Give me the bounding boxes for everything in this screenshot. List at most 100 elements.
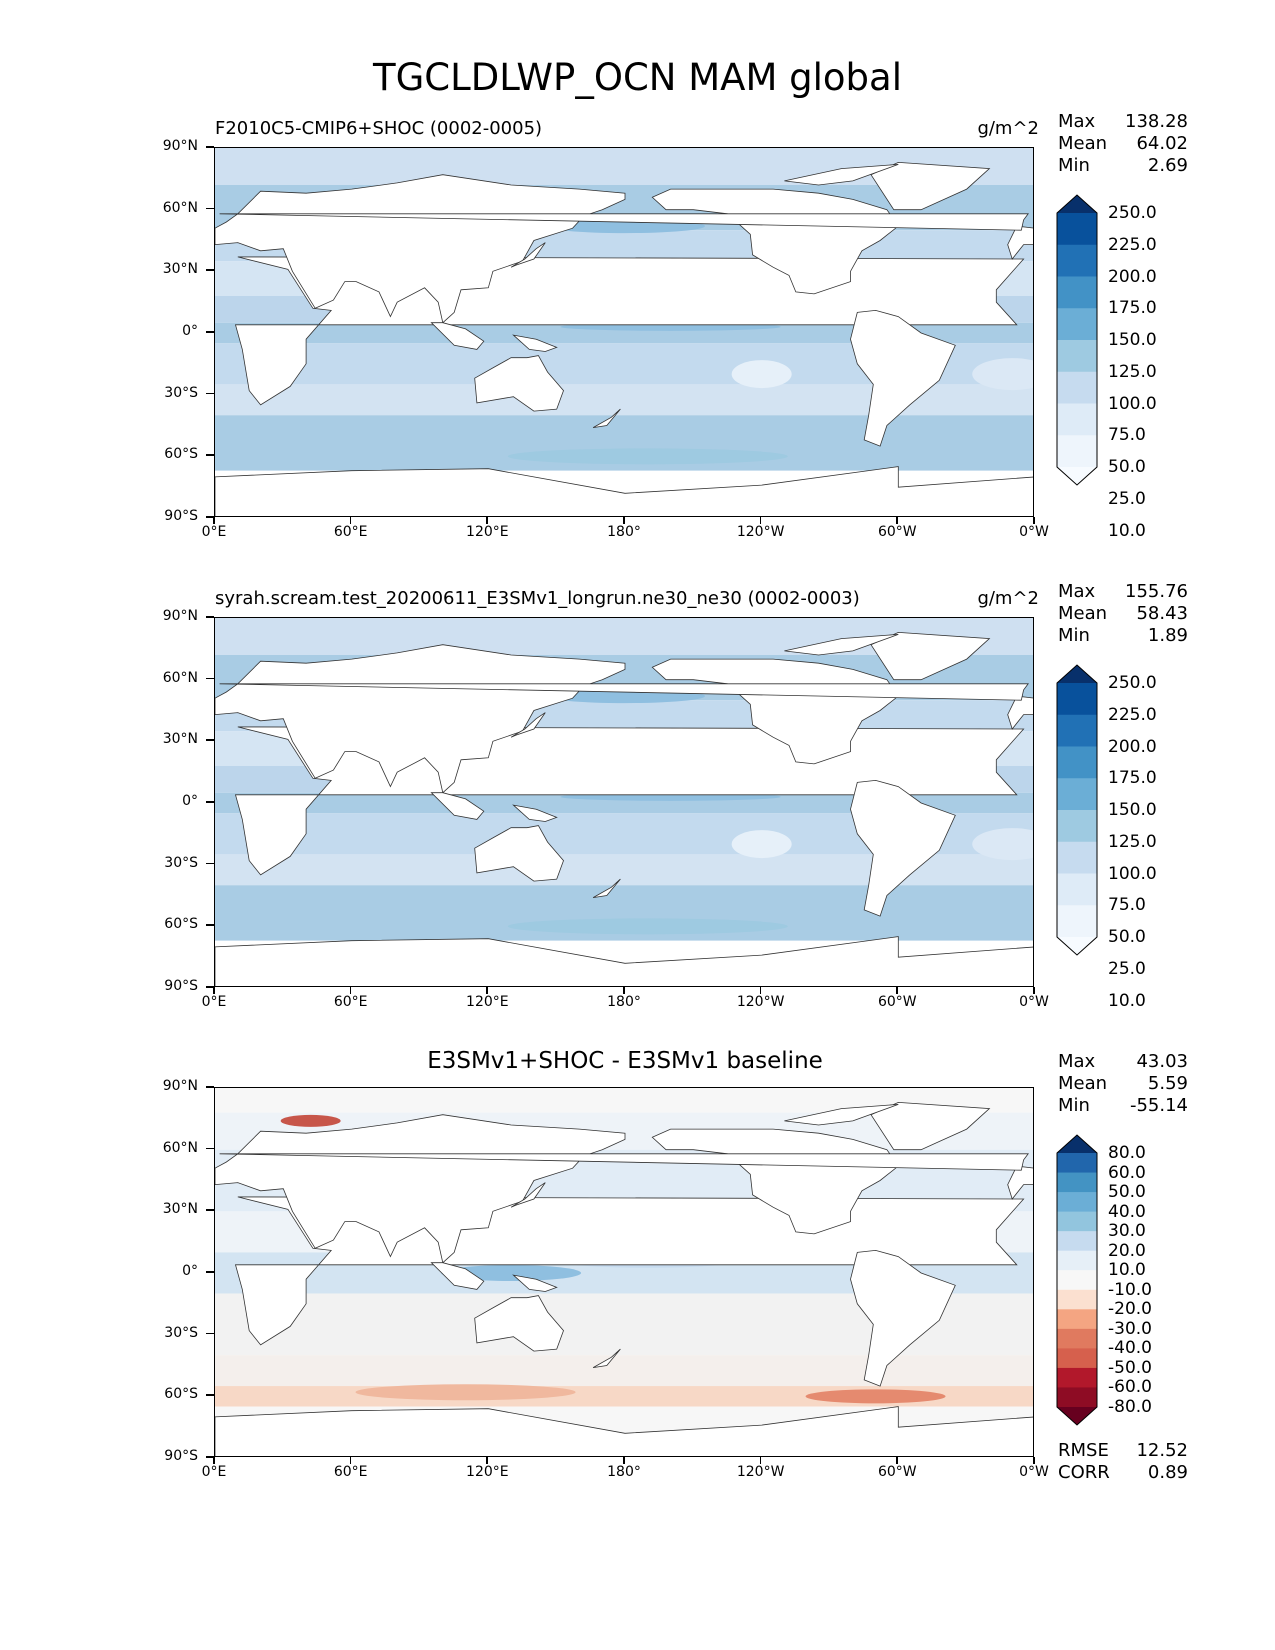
colorbar [1056, 1134, 1098, 1430]
colorbar-label: 20.0 [1108, 1240, 1146, 1261]
stat-min: 1.89 [1147, 625, 1188, 646]
colorbar-svg [1056, 1134, 1098, 1426]
colorbar-extend-min [1057, 937, 1097, 955]
stat-label: Min [1058, 155, 1090, 176]
land-outline [474, 825, 564, 882]
y-tick [206, 1332, 214, 1335]
land-outline [430, 322, 485, 350]
field-blob [731, 360, 792, 389]
x-tick-label: 120°W [736, 524, 785, 540]
colorbar-label: 225.0 [1108, 704, 1157, 725]
y-tick [206, 269, 214, 271]
x-tick-label: 120°W [736, 1464, 785, 1480]
colorbar-swatch [1057, 244, 1097, 277]
colorbar-svg [1056, 664, 1098, 956]
y-tick [206, 986, 214, 988]
colorbar-label: 10.0 [1108, 520, 1146, 541]
colorbar-label: 125.0 [1108, 361, 1157, 382]
colorbar-label: 100.0 [1108, 393, 1157, 414]
colorbar-swatch [1057, 778, 1097, 811]
land-outline [512, 804, 558, 822]
x-tick [623, 517, 625, 524]
y-tick-label: 0° [182, 1263, 198, 1279]
x-tick [213, 1457, 215, 1464]
colorbar-label: -40.0 [1108, 1338, 1152, 1359]
map-plot [214, 1087, 1034, 1457]
x-tick-label: 120°W [736, 994, 785, 1010]
colorbar-label: 125.0 [1108, 831, 1157, 852]
colorbar-label: 250.0 [1108, 203, 1157, 223]
field-band [215, 322, 1033, 344]
colorbar-outline [1056, 1134, 1098, 1426]
y-tick [206, 1147, 214, 1150]
y-tick-label: 90°S [164, 978, 198, 994]
colorbar-swatch [1057, 1172, 1097, 1193]
colorbar-label: 175.0 [1108, 768, 1157, 789]
field-band [215, 1355, 1033, 1387]
y-tick [206, 739, 214, 741]
stat-max: 43.03 [1136, 1051, 1188, 1072]
y-tick-label: 60°S [164, 1386, 198, 1403]
stat-label: Max [1058, 1051, 1096, 1072]
land-outline [510, 242, 546, 268]
land-outline [512, 334, 558, 352]
anomaly-blob [355, 1384, 576, 1401]
colorbar-swatch [1057, 1231, 1097, 1252]
land-outline [850, 309, 956, 447]
colorbar-label: 10.0 [1108, 1260, 1146, 1281]
colorbar-swatch [1057, 1309, 1097, 1330]
field-blob [731, 830, 792, 859]
land-outline [474, 1295, 564, 1352]
colorbar-swatch [1057, 841, 1097, 874]
stat-label: Mean [1058, 1073, 1108, 1094]
land-outline [215, 466, 1033, 516]
x-tick [759, 517, 762, 524]
colorbar-swatch [1057, 1250, 1097, 1271]
colorbar-label: 50.0 [1108, 927, 1146, 947]
colorbar-label: 150.0 [1108, 800, 1157, 820]
colorbar-swatch [1057, 340, 1097, 373]
x-tick-label: 120°E [466, 1464, 509, 1480]
stat-label: Mean [1058, 133, 1108, 154]
colorbar-extend-min [1057, 1407, 1097, 1425]
colorbar-swatch [1057, 1270, 1097, 1291]
stat-min: -55.14 [1129, 1095, 1188, 1116]
stat-label: Min [1058, 625, 1090, 646]
colorbar-swatch [1057, 1387, 1097, 1408]
x-tick-label: 180° [607, 1464, 641, 1480]
stat-label: RMSE [1058, 1440, 1109, 1461]
x-tick [623, 1457, 625, 1464]
colorbar-label: 80.0 [1108, 1143, 1146, 1163]
colorbar-swatch [1057, 213, 1097, 246]
colorbar-label: 200.0 [1108, 266, 1157, 287]
map-svg [215, 148, 1033, 516]
colorbar-label: -80.0 [1108, 1397, 1152, 1417]
x-tick [1033, 1457, 1035, 1464]
colorbar-swatch [1057, 1153, 1097, 1174]
panel-reference-model: syrah.scream.test_20200611_E3SMv1_longru… [0, 581, 1275, 1028]
colorbar-label: 40.0 [1108, 1201, 1146, 1222]
y-tick-label: 90°S [164, 1448, 198, 1464]
y-tick [206, 331, 214, 333]
land-outline [510, 712, 546, 738]
colorbar-extend-max [1057, 1135, 1097, 1153]
y-tick [206, 616, 214, 618]
colorbar-swatch [1057, 1192, 1097, 1213]
stats-box: Max 155.76 Mean 58.43 Min 1.89 [1058, 581, 1188, 647]
colorbar-swatch [1057, 905, 1097, 938]
field-blob [972, 828, 1033, 861]
colorbar-label: -20.0 [1108, 1299, 1152, 1320]
field-blob [972, 358, 1033, 391]
colorbar-extend-max [1057, 195, 1097, 213]
stat-max: 138.28 [1125, 111, 1188, 132]
colorbar-label: 50.0 [1108, 1182, 1146, 1203]
colorbar-swatch [1057, 371, 1097, 404]
land-outline [784, 634, 899, 656]
x-tick-label: 60°W [877, 524, 917, 540]
colorbar-svg [1056, 194, 1098, 486]
y-tick [206, 454, 214, 456]
y-tick-label: 60°N [162, 1139, 198, 1156]
y-tick-label: 30°S [164, 1324, 198, 1341]
stat-mean: 58.43 [1136, 603, 1188, 624]
map-svg [215, 618, 1033, 986]
